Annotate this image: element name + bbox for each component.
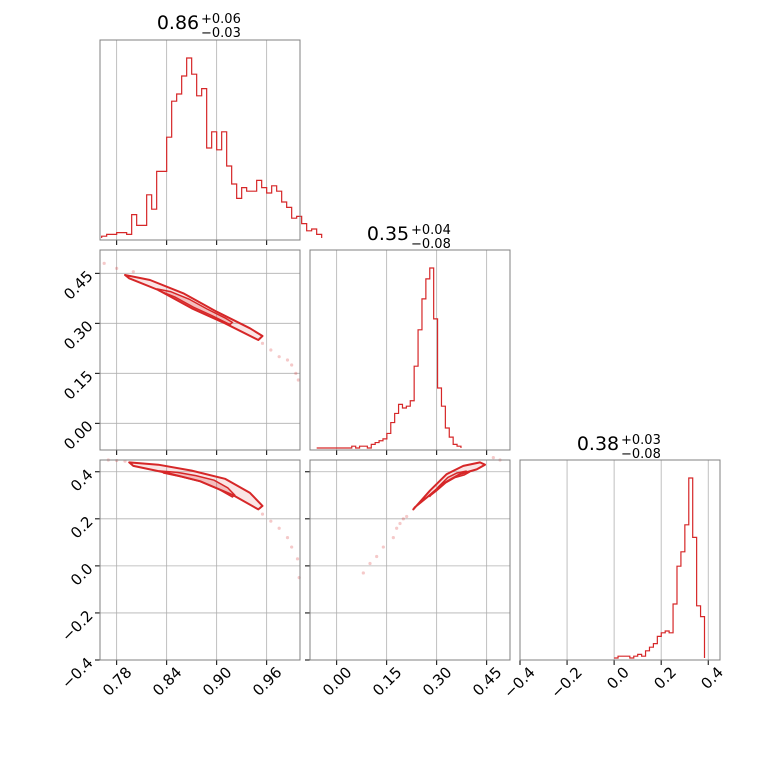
title-minus: −0.08 [621, 447, 661, 462]
x-tick-label: 0.45 [469, 663, 505, 699]
title-plus: +0.03 [621, 433, 661, 448]
y-tick-label: 0.4 [67, 466, 97, 496]
panel-frame [519, 459, 721, 661]
x-tick-label: 0.78 [99, 663, 135, 699]
title-value: 0.86 [157, 12, 199, 34]
title-value: 0.38 [577, 433, 619, 455]
title-minus: −0.08 [411, 237, 451, 252]
panel-hist-param-2 [519, 459, 721, 665]
scatter-point [285, 536, 290, 540]
panel-frame [99, 39, 301, 241]
title-plus: +0.06 [201, 12, 241, 27]
title-param-0: 0.86 +0.06 −0.03 [157, 12, 241, 41]
y-tick-label: −0.2 [58, 607, 96, 645]
title-value: 0.35 [367, 223, 409, 245]
scatter-point [296, 378, 300, 382]
scatter-point [398, 521, 402, 526]
panel-frame [309, 459, 511, 661]
histogram-step-line [316, 267, 462, 449]
scatter-point [277, 526, 281, 530]
panel-background [520, 460, 720, 660]
scatter-point [491, 456, 495, 460]
scatter-point [277, 355, 281, 359]
panel-background [100, 40, 300, 240]
scatter-point [381, 545, 385, 549]
y-tick-label: −0.4 [58, 654, 96, 692]
x-tick-label: 0.4 [697, 663, 727, 693]
scatter-point [295, 557, 300, 561]
scatter-point [375, 554, 379, 559]
x-tick-label: 0.15 [369, 663, 405, 699]
x-tick-label: 0.30 [419, 663, 455, 699]
scatter-point [405, 514, 409, 519]
scatter-point [260, 512, 265, 516]
scatter-point [269, 348, 273, 352]
scatter-point [115, 266, 119, 270]
panel-2d-param-0-vs-1 [95, 249, 301, 455]
scatter-point [401, 517, 405, 521]
density-contour-inner [156, 288, 234, 326]
title-plus: +0.04 [411, 223, 451, 238]
histogram-step-line [101, 57, 323, 238]
x-tick-label: 0.84 [149, 663, 185, 699]
y-tick-label: 0.00 [60, 417, 96, 453]
scatter-point [285, 358, 290, 362]
panel-background [100, 460, 300, 660]
x-tick-label: 0.0 [603, 663, 633, 693]
density-contour-inner [428, 470, 471, 498]
panel-frame [309, 249, 511, 451]
y-tick-label: 0.45 [60, 267, 96, 303]
scatter-point [290, 545, 294, 549]
y-tick-label: 0.30 [60, 317, 96, 353]
scatter-point [102, 261, 106, 265]
title-param-1: 0.35 +0.04 −0.08 [367, 223, 451, 252]
x-tick-label: 0.90 [199, 663, 235, 699]
density-contour-inner [159, 470, 236, 498]
panel-background [310, 460, 510, 660]
y-tick-label: 0.2 [67, 513, 97, 543]
panel-hist-param-1 [309, 249, 511, 455]
histogram-step-line [614, 477, 706, 659]
y-tick-label: 0.0 [67, 560, 97, 590]
scatter-point [131, 270, 135, 274]
scatter-point [294, 371, 298, 375]
x-tick-label: −0.4 [500, 663, 538, 701]
x-tick-label: 0.2 [650, 663, 680, 693]
scatter-point [269, 519, 273, 523]
panel-2d-param-0-vs-2 [95, 458, 301, 665]
scatter-point [290, 363, 294, 367]
scatter-point [361, 571, 365, 575]
panel-hist-param-0 [99, 39, 323, 245]
panel-background [310, 250, 510, 450]
x-tick-label: 0.96 [249, 663, 285, 699]
x-tick-label: −0.2 [547, 663, 585, 701]
scatter-point [260, 341, 265, 345]
density-contour-outer [412, 461, 486, 511]
scatter-point [368, 561, 372, 566]
title-minus: −0.03 [201, 26, 241, 41]
panel-frame [99, 459, 301, 661]
title-param-2: 0.38 +0.03 −0.08 [577, 433, 661, 462]
panel-frame [99, 249, 301, 451]
scatter-point [395, 526, 399, 530]
scatter-point [391, 536, 395, 540]
x-tick-label: 0.00 [319, 663, 355, 699]
panel-2d-param-1-vs-2 [305, 456, 511, 665]
y-tick-label: 0.15 [60, 367, 96, 403]
